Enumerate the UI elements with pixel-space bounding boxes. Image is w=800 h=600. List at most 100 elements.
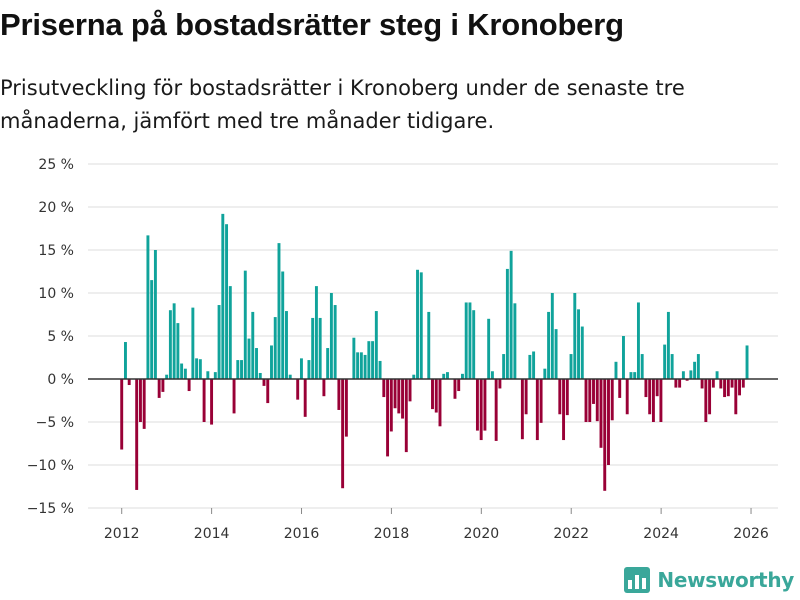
bar bbox=[341, 379, 345, 489]
bar bbox=[487, 318, 491, 379]
bar bbox=[217, 305, 221, 379]
bar bbox=[416, 269, 419, 379]
bar bbox=[453, 379, 457, 399]
x-tick-label: 2016 bbox=[284, 526, 320, 542]
bar bbox=[464, 302, 468, 379]
brand-name: Newsworthy bbox=[657, 568, 794, 592]
x-tick-label: 2014 bbox=[194, 526, 230, 542]
bar bbox=[562, 379, 566, 441]
bar bbox=[610, 379, 614, 421]
bar bbox=[670, 354, 674, 379]
bar bbox=[386, 379, 390, 457]
bar bbox=[509, 250, 513, 379]
bar bbox=[502, 354, 506, 379]
bar bbox=[498, 379, 502, 389]
bar bbox=[715, 371, 719, 379]
y-tick-label: −5 % bbox=[36, 415, 74, 431]
bar bbox=[307, 360, 311, 379]
bar bbox=[528, 354, 532, 379]
bar bbox=[704, 379, 708, 422]
bar bbox=[726, 379, 730, 397]
bar bbox=[195, 358, 199, 379]
bar bbox=[666, 311, 670, 379]
bar bbox=[247, 338, 251, 379]
bar bbox=[651, 379, 655, 422]
bar bbox=[479, 379, 483, 441]
bar bbox=[644, 379, 648, 398]
bar bbox=[730, 379, 734, 388]
bar bbox=[251, 311, 255, 379]
bar bbox=[614, 361, 618, 379]
bar bbox=[595, 379, 599, 422]
y-tick-label: 0 % bbox=[47, 372, 74, 388]
bar bbox=[258, 372, 262, 379]
bar bbox=[689, 370, 693, 379]
bar bbox=[719, 379, 723, 389]
x-tick-label: 2020 bbox=[464, 526, 500, 542]
annotations: 4 % bbox=[737, 0, 764, 4]
bar bbox=[337, 379, 341, 410]
bar bbox=[180, 363, 184, 379]
bar-chart-logo-icon bbox=[624, 567, 651, 593]
bar bbox=[333, 305, 337, 379]
bar bbox=[183, 368, 187, 379]
bar bbox=[535, 379, 539, 441]
x-tick-label: 2026 bbox=[733, 526, 769, 542]
bar bbox=[427, 311, 431, 379]
bar bbox=[367, 341, 371, 379]
bar bbox=[408, 379, 412, 402]
bar bbox=[723, 379, 727, 398]
bar bbox=[629, 372, 633, 379]
bar bbox=[135, 379, 139, 490]
bar bbox=[468, 302, 472, 379]
y-tick-label: −10 % bbox=[27, 458, 74, 474]
bar bbox=[168, 310, 172, 379]
bar bbox=[157, 379, 161, 398]
bar bbox=[404, 379, 408, 453]
bar bbox=[573, 293, 577, 379]
bar bbox=[236, 360, 240, 379]
bar bbox=[393, 379, 397, 409]
bar bbox=[625, 379, 629, 415]
bar bbox=[221, 213, 225, 379]
bar bbox=[696, 354, 700, 379]
bar bbox=[674, 379, 678, 388]
bar bbox=[711, 379, 715, 388]
bar bbox=[580, 326, 584, 379]
bar bbox=[127, 379, 131, 386]
bar bbox=[382, 379, 386, 398]
bar bbox=[412, 374, 416, 379]
bar bbox=[266, 379, 270, 404]
bar bbox=[206, 371, 210, 379]
bar bbox=[419, 272, 423, 379]
bar bbox=[138, 379, 142, 422]
bar bbox=[363, 354, 367, 379]
bar bbox=[262, 379, 266, 386]
bar bbox=[299, 358, 303, 379]
bar bbox=[198, 359, 202, 379]
y-tick-label: 5 % bbox=[47, 329, 74, 345]
bar bbox=[543, 368, 547, 379]
bars bbox=[120, 213, 749, 491]
bar bbox=[745, 345, 749, 379]
bar bbox=[285, 311, 288, 379]
bar bbox=[273, 317, 277, 379]
bar bbox=[539, 379, 543, 423]
bar bbox=[401, 379, 405, 419]
bar bbox=[326, 348, 330, 379]
bar bbox=[457, 379, 461, 392]
bar bbox=[270, 345, 273, 379]
bar bbox=[146, 235, 150, 379]
bar bbox=[520, 379, 524, 440]
chart-subtitle: Prisutveckling för bostadsrätter i Krono… bbox=[0, 76, 685, 133]
bar bbox=[434, 379, 438, 413]
bar bbox=[187, 379, 191, 392]
bar bbox=[397, 379, 401, 414]
bar bbox=[161, 379, 165, 392]
bar bbox=[329, 293, 333, 379]
bar bbox=[678, 379, 682, 388]
bar bbox=[472, 310, 476, 379]
bar bbox=[202, 379, 206, 422]
x-tick-label: 2024 bbox=[643, 526, 679, 542]
